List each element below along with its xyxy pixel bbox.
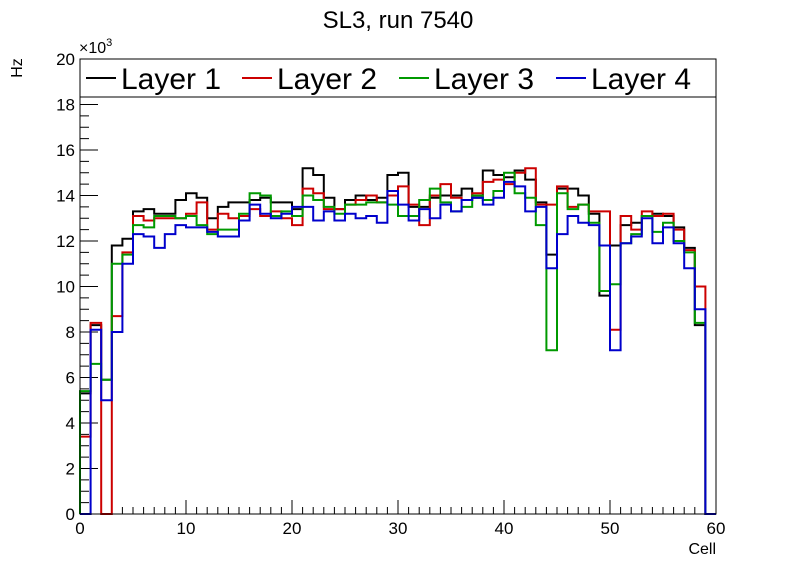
- y-tick-label: 18: [56, 96, 75, 115]
- x-tick-label: 60: [707, 519, 726, 538]
- y-tick-label: 20: [56, 50, 75, 69]
- x-tick-label: 0: [75, 519, 84, 538]
- x-tick-label: 10: [177, 519, 196, 538]
- y-tick-label: 14: [56, 187, 75, 206]
- legend-label-layer-2: Layer 2: [277, 63, 377, 96]
- y-tick-label: 4: [66, 414, 75, 433]
- x-tick-label: 20: [283, 519, 302, 538]
- legend: Layer 1 Layer 2 Layer 3 Layer 4: [79, 58, 717, 98]
- legend-box: [79, 58, 717, 98]
- legend-label-layer-3: Layer 3: [434, 63, 534, 96]
- y-axis-title: Hz: [9, 58, 26, 78]
- chart-title: SL3, run 7540: [323, 7, 474, 34]
- series-line-layer-4: [80, 180, 716, 515]
- y-multiplier-exponent: 3: [106, 37, 112, 49]
- y-tick-label: 6: [66, 369, 75, 388]
- y-tick-label: 10: [56, 278, 75, 297]
- y-tick-label: 2: [66, 460, 75, 479]
- y-axis-multiplier: ×103: [79, 37, 112, 57]
- y-tick-label: 0: [66, 505, 75, 524]
- legend-label-layer-1: Layer 1: [121, 63, 221, 96]
- y-tick-label: 16: [56, 141, 75, 160]
- legend-label-layer-4: Layer 4: [591, 63, 691, 96]
- axis-ticks: 0 10 20 30 40 50 60 0 2 4 6 8 10 12 14 16 18 20: [56, 50, 725, 538]
- x-tick-label: 30: [389, 519, 408, 538]
- y-tick-label: 8: [66, 323, 75, 342]
- x-axis-title: Cell: [688, 541, 716, 558]
- x-tick-label: 40: [495, 519, 514, 538]
- y-multiplier-base: ×10: [79, 40, 106, 57]
- y-tick-label: 12: [56, 232, 75, 251]
- series-layer: [79, 167, 716, 515]
- x-tick-label: 50: [601, 519, 620, 538]
